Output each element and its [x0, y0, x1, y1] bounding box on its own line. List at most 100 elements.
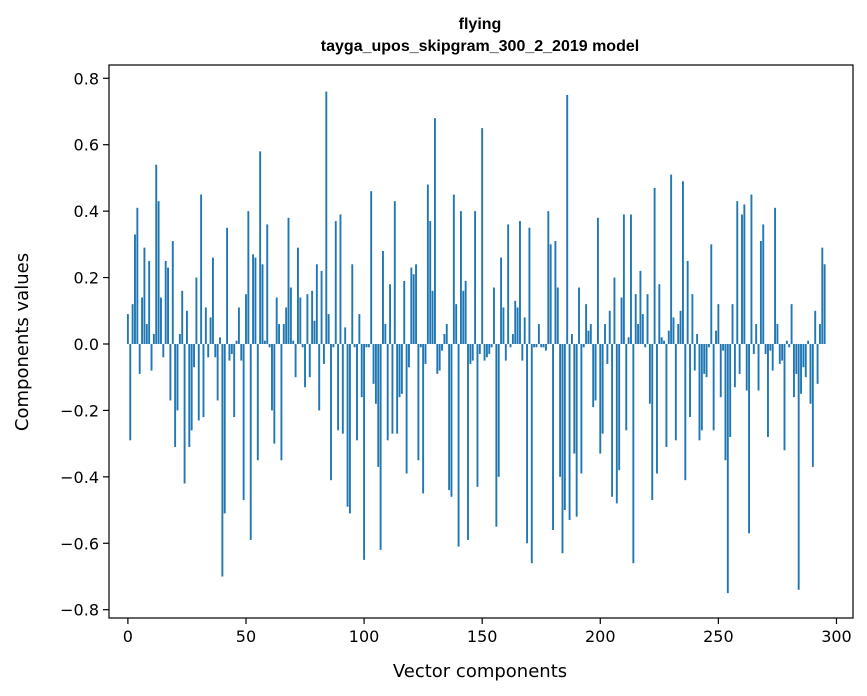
bar [341, 343, 344, 434]
bar [578, 287, 580, 344]
bar [129, 343, 132, 441]
bar [733, 343, 736, 388]
y-tick-label: 0.8 [74, 69, 99, 88]
bar [547, 211, 550, 344]
bar [637, 324, 640, 344]
bar [611, 343, 614, 497]
bar [353, 343, 356, 348]
bar [802, 343, 805, 368]
bar [745, 343, 748, 391]
bar [788, 343, 791, 348]
bar [377, 343, 380, 467]
bar [306, 294, 309, 344]
bar [785, 340, 788, 344]
x-axis: 0 50 100 150 200 250 300 [123, 618, 852, 646]
bar [800, 343, 802, 394]
bar [497, 343, 500, 477]
chart-title-line1: flying [459, 16, 502, 33]
bar [741, 214, 743, 344]
bar [275, 297, 278, 344]
bar [719, 343, 722, 398]
bar [372, 343, 375, 384]
bar [285, 307, 288, 344]
bar [457, 343, 460, 547]
bar [126, 314, 129, 344]
bar [726, 343, 729, 594]
bar [599, 343, 602, 454]
bar [434, 118, 436, 344]
y-axis-label: Components values [12, 253, 33, 431]
bar [169, 343, 172, 401]
bar [301, 343, 304, 348]
bar [183, 343, 186, 484]
bar [804, 343, 807, 378]
bar [712, 343, 715, 431]
bar [261, 264, 264, 344]
bar [318, 343, 321, 411]
bar [502, 307, 505, 344]
bar [729, 343, 732, 437]
bar [582, 343, 585, 348]
bar [556, 287, 559, 344]
bar [511, 334, 514, 344]
bar [589, 324, 592, 344]
bar [516, 307, 519, 344]
bar [282, 324, 285, 344]
bar [568, 343, 571, 521]
bar [280, 343, 283, 461]
bar [495, 343, 498, 527]
bar [738, 343, 741, 374]
bar [521, 343, 524, 361]
bar [197, 343, 200, 421]
bar [627, 337, 630, 344]
bar [216, 343, 219, 401]
x-tick-label: 100 [349, 627, 380, 646]
bar [542, 343, 545, 348]
bar [145, 324, 148, 344]
bar [750, 194, 753, 344]
bar [148, 260, 151, 344]
bar [367, 343, 370, 348]
bar [408, 343, 410, 368]
bar [646, 294, 649, 344]
bar [757, 343, 760, 391]
y-tick-label: 0.4 [74, 202, 99, 221]
bar [289, 287, 292, 344]
bar [273, 343, 276, 444]
bar [438, 343, 441, 371]
bar [150, 343, 153, 371]
bar [500, 257, 503, 344]
bar [724, 343, 727, 461]
bar [363, 343, 366, 560]
bar [821, 247, 824, 344]
bar [308, 343, 311, 378]
bar [776, 324, 779, 344]
bar [663, 340, 665, 344]
bar [778, 343, 781, 364]
bar [575, 343, 578, 517]
bar [448, 343, 451, 491]
bar [358, 314, 361, 344]
bar [533, 343, 536, 348]
bar [242, 343, 245, 501]
bar [429, 221, 432, 344]
y-tick-label: 0.6 [74, 136, 99, 155]
bar [209, 317, 212, 344]
bar [431, 290, 434, 344]
bar [696, 334, 699, 344]
bar [235, 340, 238, 344]
bar [658, 284, 661, 344]
bar [722, 343, 725, 351]
y-tick-label: 0.2 [74, 269, 99, 288]
bar [748, 343, 751, 534]
bar [594, 343, 597, 401]
bar [483, 343, 486, 361]
bar [811, 343, 814, 467]
bar [707, 343, 710, 348]
bar [485, 343, 488, 358]
bar [620, 297, 623, 344]
y-tick-label: 0.0 [74, 335, 99, 354]
bar [141, 297, 144, 344]
bar [426, 184, 429, 344]
